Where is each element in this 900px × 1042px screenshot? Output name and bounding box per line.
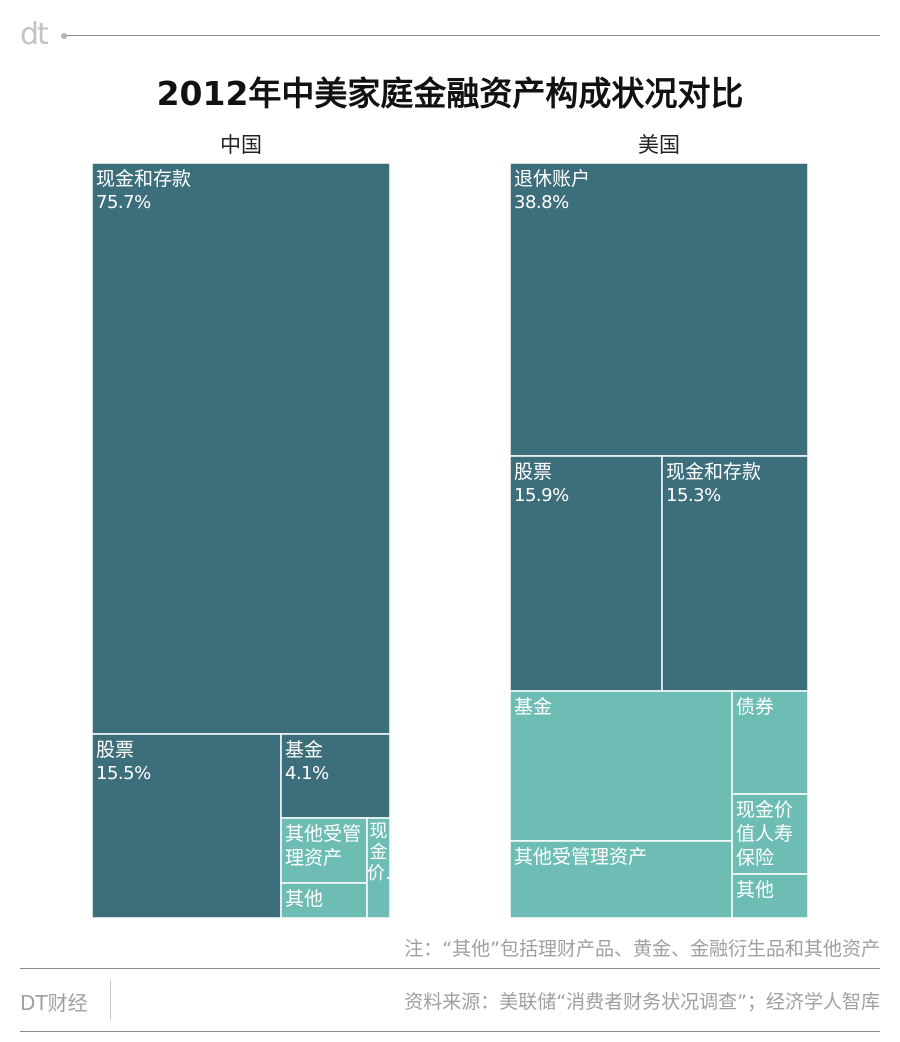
china-tile-2 <box>280 733 391 819</box>
china-tile-label-2: 基金 4.1% <box>285 738 388 816</box>
footer-divider-bottom <box>20 1031 880 1032</box>
china-tile-label-0: 现金和存款 75.7% <box>96 167 388 732</box>
us-tile-3 <box>509 690 733 842</box>
tile-value: 38.8% <box>514 192 569 213</box>
china-tile-0 <box>91 162 391 735</box>
tile-name: 股票 <box>96 739 135 761</box>
tile-name: 现金和存款 <box>666 461 762 483</box>
tile-name: 股票 <box>514 461 553 483</box>
header-divider <box>66 35 880 36</box>
logo-dot-icon <box>61 33 67 39</box>
us-tile-label-7: 其他 <box>736 878 806 916</box>
china-tile-3 <box>280 817 368 884</box>
us-tile-4 <box>731 690 809 795</box>
brand-separator <box>110 980 111 1020</box>
tile-name: 其他受管理资产 <box>285 823 362 869</box>
tile-name: 其他 <box>285 888 324 910</box>
tile-name: 基金 <box>285 739 324 761</box>
us-tile-label-2: 现金和存款 15.3% <box>666 460 806 689</box>
us-tile-label-0: 退休账户 38.8% <box>514 167 806 454</box>
tile-value: 15.9% <box>514 485 569 506</box>
brand-name: DT财经 <box>20 991 88 1015</box>
us-tile-7 <box>731 873 809 919</box>
chart-title: 2012年中美家庭金融资产构成状况对比 <box>156 74 744 113</box>
tile-name: 退休账户 <box>514 168 591 190</box>
us-tile-label-3: 基金 <box>514 695 730 839</box>
tile-name: 债券 <box>736 696 775 718</box>
tile-name: 现金价… <box>367 821 390 884</box>
us-tile-label-5: 现金价值人寿保险 <box>736 798 806 872</box>
us-tile-5 <box>731 793 809 875</box>
tile-value: 75.7% <box>96 192 151 213</box>
tile-name: 现金和存款 <box>96 168 192 190</box>
china-tile-label-5: 现金价… <box>367 821 390 917</box>
tile-name: 其他受管理资产 <box>514 846 648 868</box>
china-tile-5 <box>366 817 391 919</box>
tile-value: 15.3% <box>666 485 721 506</box>
us-tile-2 <box>661 455 809 692</box>
tile-value: 15.5% <box>96 763 151 784</box>
china-tile-label-4: 其他 <box>285 887 365 916</box>
china-tile-label-3: 其他受管理资产 <box>285 822 365 881</box>
us-tile-6 <box>509 840 733 919</box>
china-tile-1 <box>91 733 282 919</box>
china-tile-label-1: 股票 15.5% <box>96 738 279 916</box>
tile-value: 4.1% <box>285 763 329 784</box>
tile-name: 基金 <box>514 696 553 718</box>
china-panel-title: 中国 <box>220 133 262 157</box>
footnote: 注：“其他”包括理财产品、黄金、金融衍生品和其他资产 <box>404 938 880 960</box>
tile-name: 现金价值人寿保险 <box>736 799 794 869</box>
us-tile-1 <box>509 455 663 692</box>
data-source: 资料来源：美联储“消费者财务状况调查”；经济学人智库 <box>404 991 880 1013</box>
us-tile-label-6: 其他受管理资产 <box>514 845 730 916</box>
tile-name: 其他 <box>736 879 775 901</box>
us-tile-label-1: 股票 15.9% <box>514 460 660 689</box>
us-tile-label-4: 债券 <box>736 695 806 792</box>
us-tile-0 <box>509 162 809 457</box>
us-panel-title: 美国 <box>638 133 680 157</box>
footer-divider-top <box>20 968 880 969</box>
dt-logo: dt <box>20 17 49 52</box>
